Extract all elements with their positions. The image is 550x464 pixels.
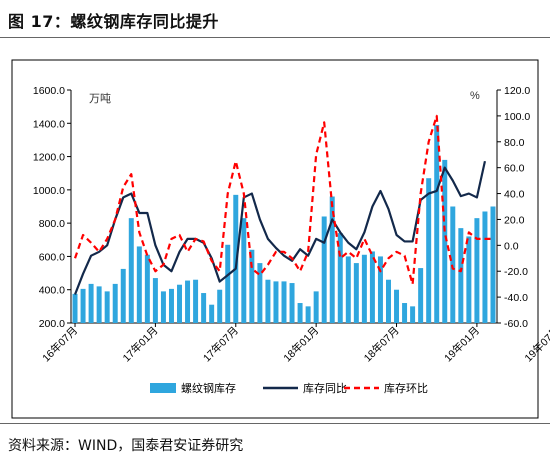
- inventory-bar: [313, 291, 319, 323]
- inventory-bar: [168, 288, 174, 323]
- inventory-bar: [80, 288, 86, 323]
- inventory-bar: [426, 178, 432, 323]
- inventory-bar: [353, 263, 359, 323]
- figure-title: 图 17：螺纹钢库存同比提升: [8, 12, 219, 31]
- x-tick-label: 19年01月: [441, 324, 482, 365]
- inventory-bar: [305, 306, 311, 323]
- inventory-bar: [442, 159, 448, 323]
- inventory-bar: [112, 283, 118, 323]
- line-series: [73, 114, 493, 295]
- right-tick-label: 100.0: [504, 111, 530, 123]
- inventory-bar: [434, 124, 440, 323]
- inventory-bar: [337, 233, 343, 323]
- inventory-bar: [193, 279, 199, 323]
- inventory-bar: [402, 303, 408, 323]
- left-tick-label: 1600.0: [33, 85, 65, 97]
- inventory-bar: [418, 268, 424, 323]
- inventory-bar: [265, 279, 271, 323]
- left-unit-label: 万吨: [89, 92, 111, 105]
- left-tick-label: 1400.0: [33, 118, 65, 130]
- inventory-bar: [217, 289, 223, 323]
- legend-swatch-inventory: [150, 383, 176, 393]
- inventory-bar: [289, 283, 295, 323]
- legend: 螺纹钢库存 库存同比 库存环比: [150, 381, 428, 395]
- inventory-bar: [377, 256, 383, 323]
- inventory-bar: [225, 244, 231, 323]
- x-axis: 16年07月 17年01月 17年07月 18年01月 18年07月 19年01月 19年0…: [40, 322, 550, 365]
- source-note: 资料来源：WIND，国泰君安证券研究: [8, 438, 244, 454]
- inventory-bar: [185, 280, 191, 323]
- plot-frame: [11, 59, 539, 419]
- left-tick-label: 400.0: [39, 285, 65, 297]
- inventory-bar: [345, 256, 351, 323]
- inventory-bar: [385, 279, 391, 323]
- inventory-bar: [88, 283, 94, 323]
- inventory-bar: [297, 303, 303, 323]
- inventory-bar: [160, 291, 166, 323]
- right-tick-label: 20.0: [504, 214, 525, 226]
- inventory-bar: [329, 196, 335, 323]
- inventory-bar: [136, 246, 142, 323]
- left-tick-label: 800.0: [39, 218, 65, 230]
- x-tick-label: 18年01月: [281, 324, 322, 365]
- right-tick-label: -60.0: [504, 318, 528, 330]
- inventory-bar: [96, 286, 102, 323]
- chart: 200.0 400.0 600.0 800.0 1000.0 1200.0 1400.0 16…: [11, 59, 550, 419]
- legend-label-inventory: 螺纹钢库存: [181, 381, 236, 395]
- inventory-bar: [361, 254, 367, 323]
- inventory-bar: [104, 291, 110, 323]
- inventory-bar: [410, 306, 416, 323]
- right-tick-label: 80.0: [504, 137, 525, 149]
- inventory-bar: [257, 263, 263, 323]
- inventory-bar: [201, 293, 207, 323]
- inventory-bar: [490, 206, 496, 323]
- legend-label-mom: 库存环比: [384, 381, 428, 395]
- right-axis: -60.0 -40.0 -20.0 0.0 20.0 40.0 60.0 80.0 100.0 1…: [496, 85, 530, 330]
- right-tick-label: -20.0: [504, 266, 528, 278]
- source-rule: [0, 423, 550, 424]
- inventory-bar: [120, 268, 126, 323]
- inventory-bar: [321, 216, 327, 323]
- right-tick-label: 0.0: [504, 240, 519, 252]
- right-unit-label: %: [470, 90, 480, 102]
- inventory-bar: [394, 289, 400, 323]
- inventory-bar: [144, 254, 150, 323]
- left-axis: 200.0 400.0 600.0 800.0 1000.0 1200.0 1400.0 16…: [33, 85, 72, 330]
- right-tick-label: 40.0: [504, 189, 525, 201]
- inventory-bar: [458, 228, 464, 323]
- legend-label-yoy: 库存同比: [303, 381, 347, 395]
- inventory-bar: [241, 218, 247, 323]
- x-tick-label: 18年07月: [361, 324, 402, 365]
- inventory-bar: [128, 218, 134, 323]
- x-tick-label: 17年07月: [200, 324, 241, 365]
- inventory-bar: [474, 218, 480, 323]
- left-tick-label: 200.0: [39, 318, 65, 330]
- mom-line: [73, 114, 493, 286]
- x-tick-label: 16年07月: [40, 324, 81, 365]
- inventory-bar: [209, 304, 215, 323]
- bar-series-inventory: [72, 124, 496, 323]
- inventory-bar: [72, 293, 78, 323]
- title-rule: [0, 37, 550, 38]
- inventory-bar: [466, 236, 472, 323]
- left-tick-label: 600.0: [39, 251, 65, 263]
- right-tick-label: -40.0: [504, 292, 528, 304]
- left-tick-label: 1000.0: [33, 185, 65, 197]
- right-tick-label: 120.0: [504, 85, 530, 97]
- x-tick-label: 17年01月: [120, 324, 161, 365]
- inventory-bar: [482, 211, 488, 323]
- inventory-bar: [177, 284, 183, 323]
- yoy-line: [73, 160, 487, 295]
- inventory-bar: [273, 281, 279, 323]
- right-tick-label: 60.0: [504, 163, 525, 175]
- left-tick-label: 1200.0: [33, 152, 65, 164]
- inventory-bar: [281, 281, 287, 323]
- inventory-bar: [369, 251, 375, 323]
- inventory-bar: [249, 249, 255, 323]
- x-tick-label: 19年07月: [522, 324, 550, 365]
- inventory-bar: [152, 278, 158, 323]
